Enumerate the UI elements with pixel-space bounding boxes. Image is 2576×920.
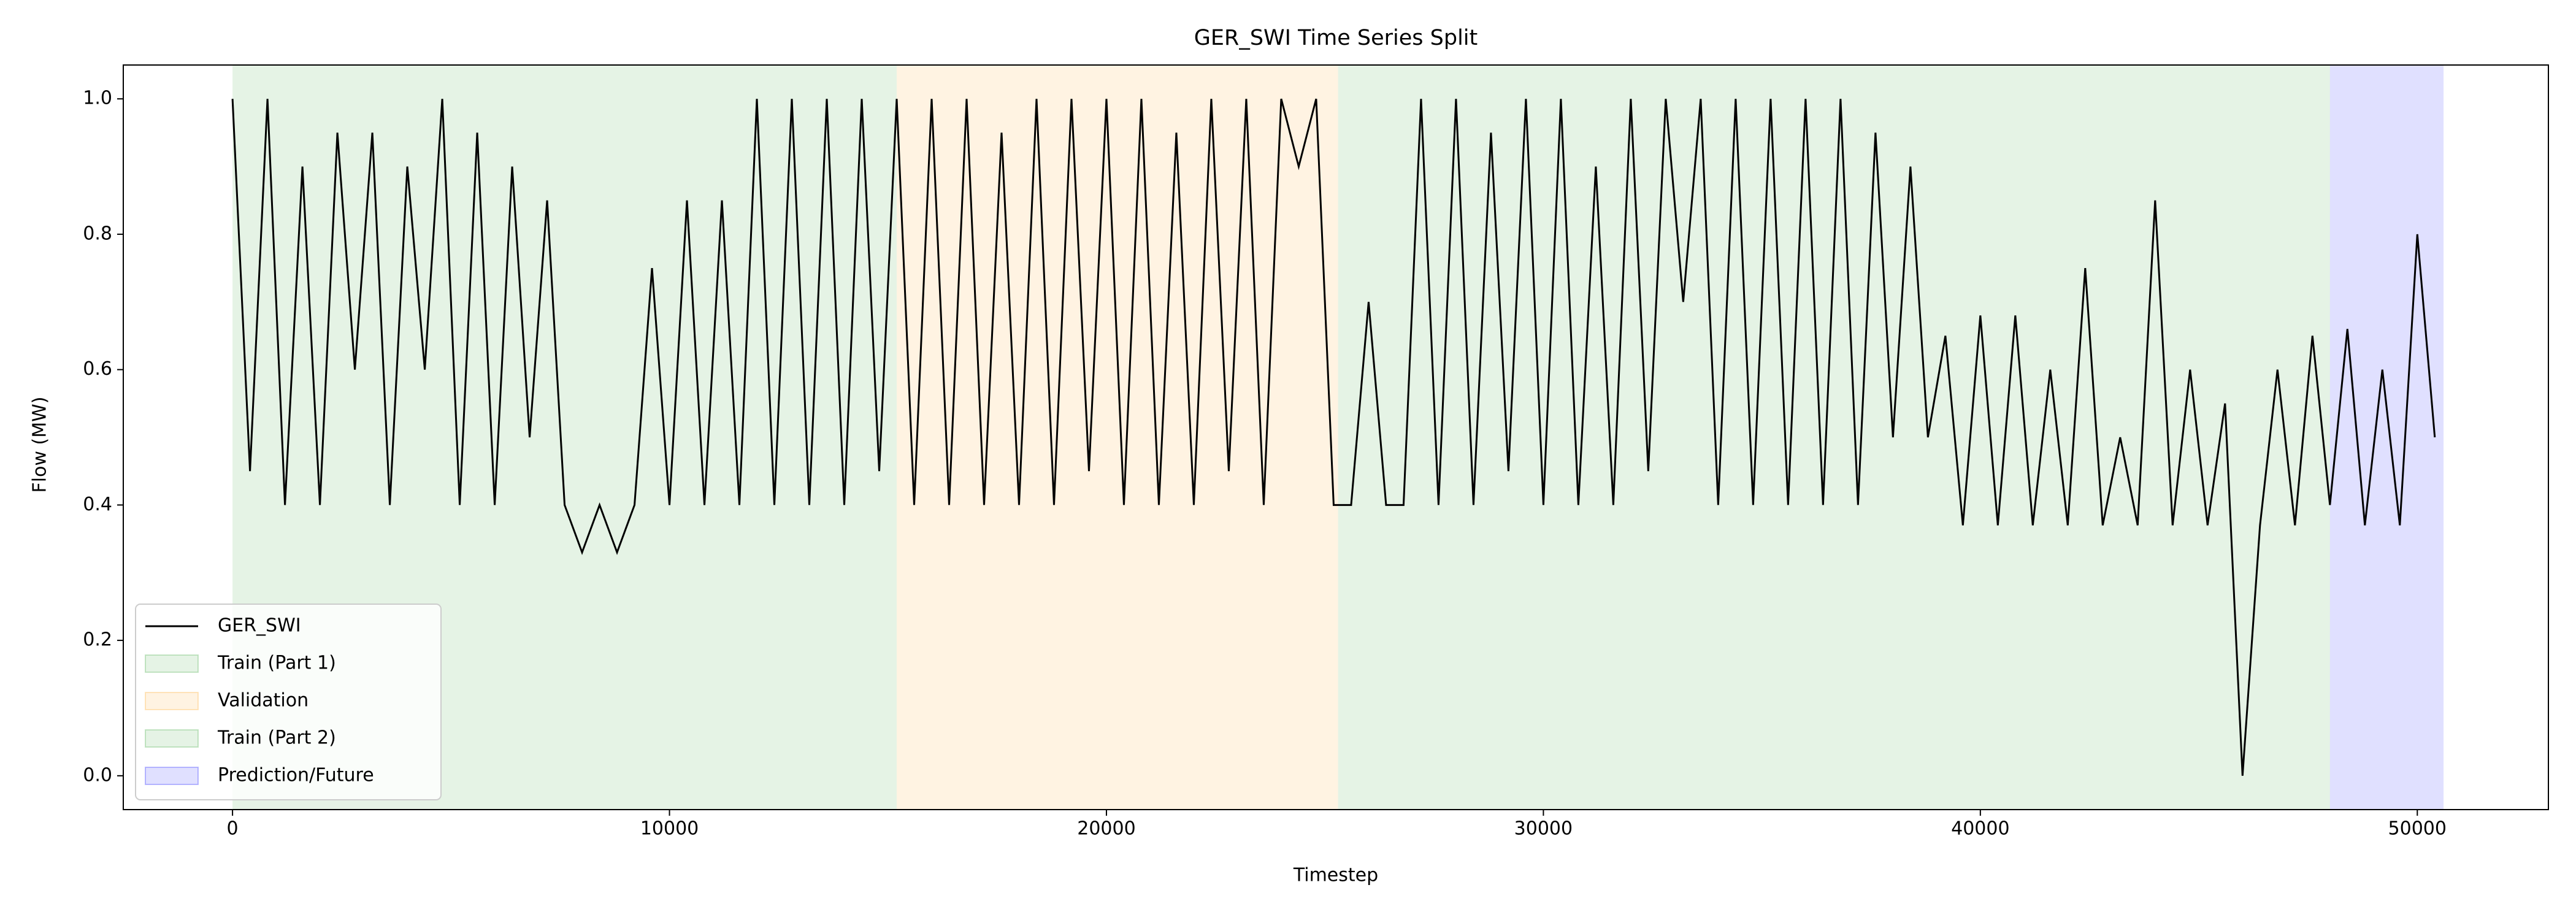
- legend-patch: [145, 692, 199, 710]
- x-axis-label: Timestep: [1293, 865, 1378, 886]
- y-tick-label: 0.4: [83, 494, 112, 515]
- region: [1338, 65, 2330, 810]
- legend: GER_SWI Train (Part 1) Validation Train (Pa…: [135, 604, 442, 800]
- y-tick-label: 0.6: [83, 358, 112, 380]
- x-tick-label: 20000: [1077, 818, 1135, 840]
- x-tick-label: 30000: [1514, 818, 1573, 840]
- region: [2329, 65, 2444, 810]
- y-tick-label: 0.2: [83, 629, 112, 651]
- y-tick-label: 0.0: [83, 764, 112, 786]
- x-tick-label: 10000: [640, 818, 699, 840]
- legend-label: Validation: [218, 690, 309, 711]
- legend-label: Train (Part 2): [217, 727, 336, 749]
- series-line: [231, 98, 2436, 776]
- y-tick-label: 1.0: [83, 88, 112, 109]
- legend-box: [135, 604, 442, 800]
- legend-label: Prediction/Future: [218, 765, 374, 786]
- y-tick-label: 0.8: [83, 223, 112, 244]
- axes-frame: [123, 64, 2549, 810]
- legend-label: Train (Part 1): [217, 653, 336, 674]
- x-tick-label: 40000: [1951, 818, 2009, 840]
- legend-patch: [145, 767, 199, 785]
- x-tick-label: 0: [227, 818, 239, 840]
- plot-area: 0 10000 20000 30000 40000 50000 0.0 0.2 0.4 0.6 0.…: [83, 64, 2549, 840]
- legend-patch: [145, 654, 199, 673]
- legend-label: GER_SWI: [218, 615, 301, 637]
- x-tick-label: 50000: [2388, 818, 2447, 840]
- y-axis-label: Flow (MW): [29, 397, 51, 493]
- chart-title: GER_SWI Time Series Split: [1194, 26, 1478, 50]
- legend-patch: [145, 729, 199, 748]
